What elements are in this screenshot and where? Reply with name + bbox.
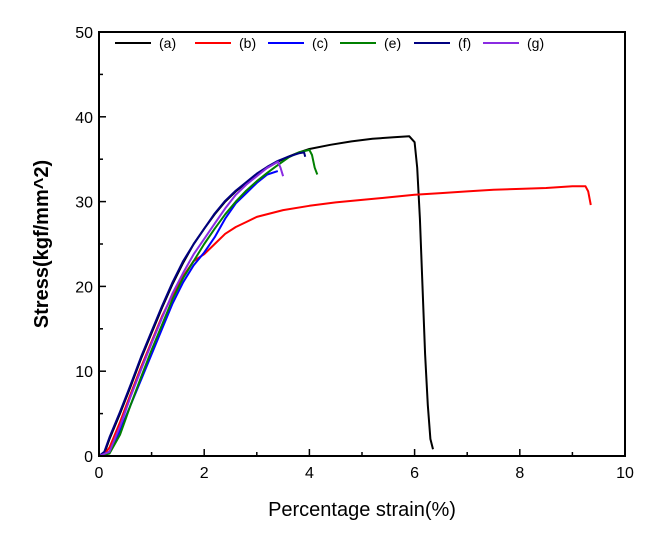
legend-label: (b) <box>239 35 256 51</box>
y-tick-label: 0 <box>84 449 93 466</box>
legend-label: (f) <box>458 35 471 51</box>
x-axis-title: Percentage strain(%) <box>268 499 456 521</box>
legend-label: (g) <box>527 35 544 51</box>
ticks-layer <box>98 31 626 457</box>
legend-item: (a) <box>115 35 176 51</box>
legend-item: (f) <box>414 35 471 51</box>
x-tick-label: 6 <box>410 465 419 482</box>
legend: (a) (b) (c) (e) (f) (g) <box>115 35 544 51</box>
y-tick-label: 40 <box>75 110 93 127</box>
y-tick-label: 30 <box>75 195 93 212</box>
series-layer <box>98 135 592 457</box>
x-tick-label: 8 <box>515 465 524 482</box>
y-tick-label: 20 <box>75 279 93 296</box>
legend-item: (c) <box>268 35 328 51</box>
legend-label: (a) <box>159 35 176 51</box>
y-tick-labels: 0 10 20 30 40 50 <box>75 25 93 466</box>
y-tick-label: 50 <box>75 25 93 42</box>
legend-item: (g) <box>483 35 544 51</box>
series-line-5 <box>98 160 285 457</box>
x-tick-label: 2 <box>200 465 209 482</box>
legend-item: (b) <box>195 35 256 51</box>
x-tick-labels: 0 2 4 6 8 10 <box>95 465 634 482</box>
legend-label: (e) <box>384 35 401 51</box>
x-tick-label: 0 <box>95 465 104 482</box>
x-tick-label: 4 <box>305 465 314 482</box>
legend-label: (c) <box>312 35 328 51</box>
legend-item: (e) <box>340 35 401 51</box>
series-line-4 <box>98 151 307 457</box>
x-tick-label: 10 <box>616 465 634 482</box>
y-tick-label: 10 <box>75 364 93 381</box>
y-axis-title: Stress(kgf/mm^2) <box>31 160 53 328</box>
